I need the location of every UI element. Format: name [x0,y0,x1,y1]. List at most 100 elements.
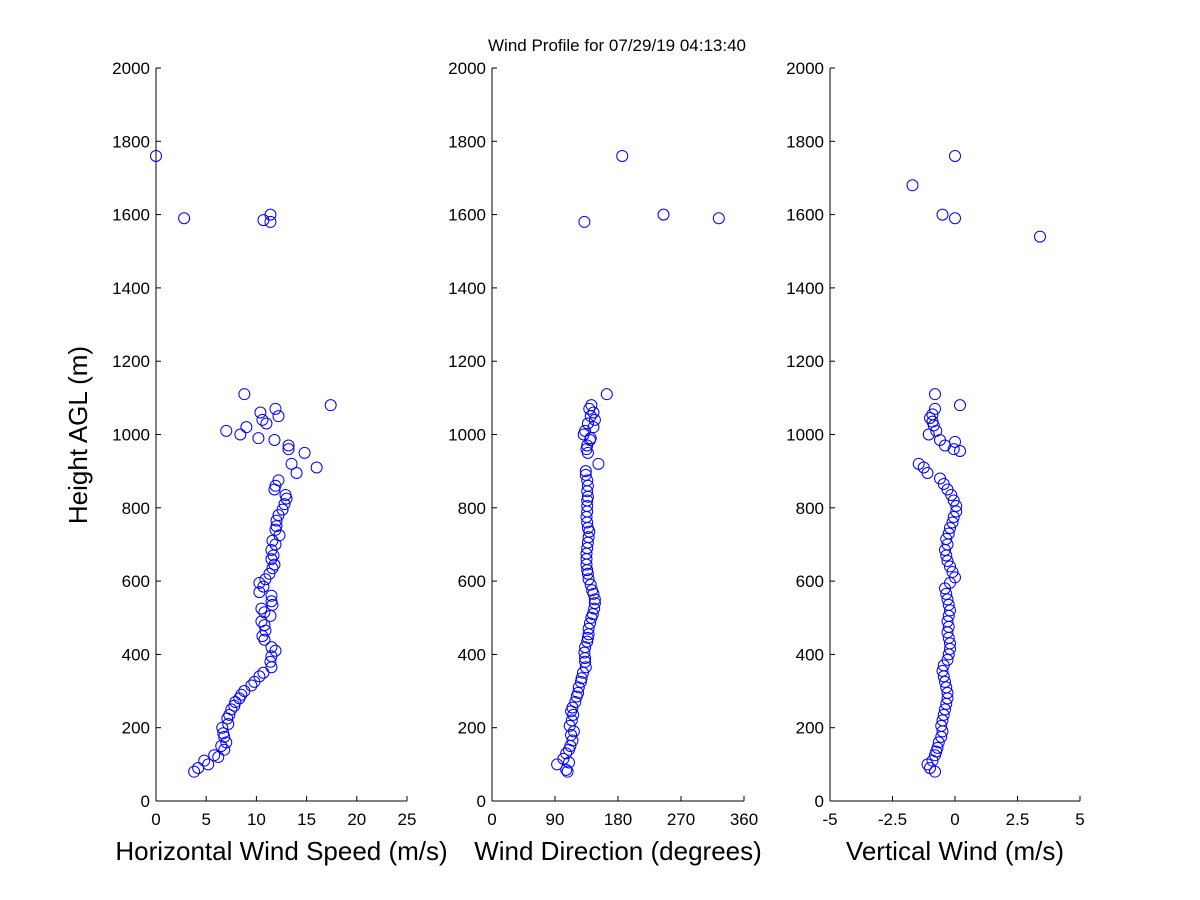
data-point-direction [566,734,579,747]
y-tick-label-speed: 200 [122,719,150,738]
panel-speed: 0 200 400 600 800 1000 1200 1400 1600 1800 2000 0 5 1… [112,59,448,866]
series-points-vertical [906,149,1046,778]
data-point-speed [258,606,271,619]
data-point-direction [566,701,579,714]
data-point-vertical [932,736,945,749]
data-point-speed [260,417,273,430]
data-point-direction [600,388,613,401]
y-tick-label-vertical: 2000 [786,59,824,78]
data-point-direction [581,499,594,512]
data-point-speed [257,580,270,593]
data-point-speed [245,679,258,692]
data-point-vertical [949,149,961,162]
data-point-speed [265,641,278,654]
data-point-speed [269,402,282,415]
data-point-speed [272,410,285,423]
data-point-speed [268,558,281,571]
data-point-vertical [944,637,956,650]
data-point-speed [324,399,337,412]
data-point-speed [220,424,233,437]
data-point-speed [269,644,282,657]
data-point-speed [235,688,248,701]
data-point-vertical [954,399,966,412]
data-point-speed [225,703,238,716]
data-point-speed [264,215,277,228]
data-point-direction [581,494,594,507]
data-point-speed [228,699,241,712]
data-point-vertical [926,415,939,428]
data-point-speed [188,765,201,778]
shared-y-axis-label: Height AGL (m) [63,346,93,524]
x-tick-label-direction: 360 [730,810,758,829]
y-tick-label-vertical: 0 [815,792,824,811]
data-point-direction [579,465,592,478]
data-point-direction [581,439,594,452]
data-point-speed [269,479,282,492]
y-tick-label-direction: 1400 [448,279,486,298]
data-point-direction [560,747,573,760]
data-point-direction [565,729,578,742]
y-tick-label-speed: 800 [122,499,150,518]
data-point-vertical [947,443,960,456]
data-point-vertical [934,472,946,485]
data-point-speed [282,439,295,452]
data-point-speed [258,619,271,632]
y-tick-label-vertical: 800 [796,499,824,518]
data-point-vertical [922,428,935,441]
data-point-speed [279,488,292,501]
data-point-vertical [944,521,956,534]
y-tick-label-vertical: 1400 [786,279,824,298]
data-point-vertical [1034,230,1046,243]
data-point-direction [588,597,601,610]
data-point-speed [264,655,277,668]
data-point-direction [572,686,585,699]
data-point-speed [268,433,281,446]
x-tick-label-direction: 270 [667,810,695,829]
data-point-speed [218,743,231,756]
data-point-direction [578,215,591,228]
y-tick-label-direction: 0 [477,792,486,811]
data-point-speed [253,670,266,683]
data-point-speed [178,212,191,225]
y-tick-label-vertical: 1000 [786,426,824,445]
x-tick-label-vertical: -5 [822,810,837,829]
x-axis-label-vertical: Vertical Wind (m/s) [846,836,1064,866]
y-tick-label-vertical: 1600 [786,206,824,225]
data-point-speed [263,567,276,580]
y-tick-label-speed: 1600 [112,206,150,225]
y-tick-label-direction: 200 [458,719,486,738]
data-point-speed [238,685,251,698]
data-point-vertical [950,505,963,518]
data-point-direction [582,622,595,635]
data-point-vertical [947,510,960,523]
data-point-speed [257,666,270,679]
y-tick-label-direction: 600 [458,572,486,591]
data-point-vertical [946,516,959,529]
data-point-direction [586,584,599,597]
data-point-direction [657,208,670,221]
data-point-vertical [931,741,944,754]
data-point-direction [592,457,605,470]
data-point-direction [581,631,594,644]
data-point-direction [569,696,582,709]
data-point-vertical [944,604,956,617]
data-point-speed [222,718,235,731]
data-point-direction [579,424,592,437]
series-points-speed [150,149,337,778]
data-point-speed [208,749,221,762]
y-tick-label-vertical: 1200 [786,352,824,371]
data-point-direction [581,567,594,580]
x-tick-label-vertical: 2.5 [1006,810,1030,829]
y-tick-label-direction: 2000 [448,59,486,78]
data-point-direction [585,399,598,412]
data-point-vertical [939,703,951,716]
data-point-direction [572,681,585,694]
data-point-vertical [936,714,949,727]
data-point-speed [238,388,251,401]
data-point-speed [216,721,229,734]
data-point-speed [310,461,323,474]
data-point-direction [575,672,588,685]
data-point-vertical [946,565,959,578]
data-point-speed [285,457,298,470]
data-point-speed [265,589,278,602]
